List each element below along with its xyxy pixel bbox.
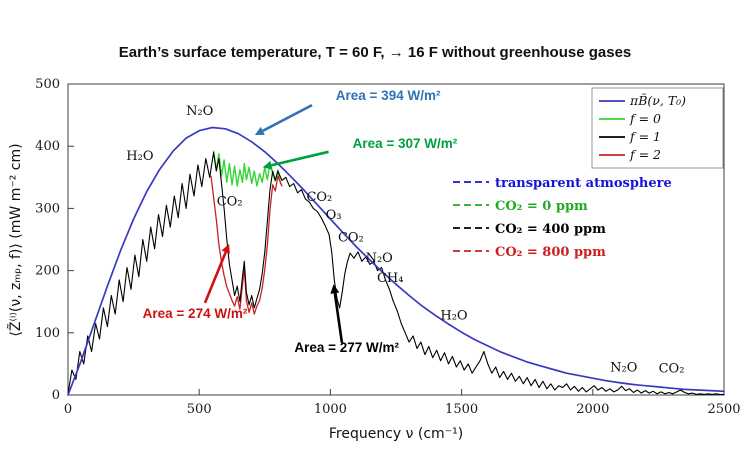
atmosphere-legend-item-co2-400: CO₂ = 400 ppm [453, 222, 606, 237]
atmosphere-legend-label-co2-400: CO₂ = 400 ppm [495, 222, 606, 237]
legend-item-f2: f = 2 [599, 147, 661, 162]
annotation-area-co2-400ppm: Area = 277 W/m² [294, 340, 399, 355]
x-tick-label: 1000 [314, 402, 347, 417]
atmosphere-legend-label-co2-800: CO₂ = 800 ppm [495, 245, 606, 260]
x-tick-label: 1500 [445, 402, 478, 417]
legend-item-f0: f = 0 [599, 111, 661, 126]
atmosphere-legend-label-co2-0: CO₂ = 0 ppm [495, 199, 588, 214]
annotation-arrowhead-area-transparent [254, 126, 265, 136]
legend-label-f2: f = 2 [629, 147, 661, 162]
annotation-arrowhead-area-co2-400ppm [330, 284, 340, 294]
legend-item-planck: πB̃(ν, T₀) [599, 93, 686, 108]
plot-area: 0 500 1000 1500 2000 2500 0 100 200 300 400 500 Area… [35, 77, 740, 417]
legend-label-f0: f = 0 [629, 111, 661, 126]
annotation-arrow-area-co2-800ppm [203, 251, 227, 304]
y-tick-label: 100 [35, 326, 60, 341]
atmosphere-legend-label-transparent: transparent atmosphere [495, 176, 672, 191]
molecule-label: CO₂ [306, 190, 332, 205]
atmosphere-legend: transparent atmosphere CO₂ = 0 ppm CO₂ =… [453, 176, 672, 260]
molecule-label: CH₄ [377, 271, 404, 286]
molecule-label: N₂O [610, 360, 637, 375]
y-tick-label: 400 [35, 139, 60, 154]
annotation-arrowhead-area-co2-800ppm [221, 243, 230, 254]
x-tick-label: 2500 [707, 402, 740, 417]
legend-item-f1: f = 1 [599, 129, 661, 144]
atmosphere-legend-item-co2-800: CO₂ = 800 ppm [453, 245, 606, 260]
y-tick-label: 300 [35, 201, 60, 216]
x-tick-label: 0 [64, 402, 72, 417]
y-tick-label: 200 [35, 264, 60, 279]
legend-label-f1: f = 1 [629, 129, 661, 144]
annotation-arrowhead-area-co2-0ppm [262, 160, 273, 170]
plot-frame [67, 83, 725, 396]
series-f1 [67, 151, 725, 395]
annotation-area-transparent: Area = 394 W/m² [336, 88, 441, 103]
molecule-label: H₂O [440, 309, 467, 324]
molecule-label: CO₂ [338, 230, 364, 245]
x-axis-label: Frequency ν (cm⁻¹) [329, 426, 463, 442]
annotation-area-co2-800ppm: Area = 274 W/m² [143, 306, 248, 321]
molecule-label: O₃ [326, 208, 342, 223]
molecule-label: N₂O [366, 251, 393, 266]
y-axis-label: ⟨Z̃⁽ⁱ⁾(ν, zₘₚ, f)⟩ (mW m⁻² cm) [7, 143, 24, 336]
atmosphere-legend-item-transparent: transparent atmosphere [453, 176, 672, 191]
x-tick-label: 500 [187, 402, 212, 417]
annotation-arrow-area-transparent [262, 103, 313, 132]
atmosphere-legend-item-co2-0: CO₂ = 0 ppm [453, 199, 588, 214]
molecule-label: H₂O [126, 149, 153, 164]
legend-label-planck: πB̃(ν, T₀) [629, 93, 686, 108]
series-planck [67, 126, 725, 396]
annotation-arrow-area-co2-400ppm [333, 293, 344, 343]
y-tick-label: 0 [52, 388, 60, 403]
molecule-label: N₂O [186, 104, 213, 119]
series-f0 [212, 150, 282, 187]
annotation-area-co2-0ppm: Area = 307 W/m² [353, 136, 458, 151]
annotation-arrow-area-co2-0ppm [271, 150, 329, 167]
molecule-label: CO₂ [659, 362, 685, 377]
x-tick-label: 2000 [576, 402, 609, 417]
figure-title: Earth’s surface temperature, T = 60 F, →… [119, 44, 632, 61]
molecule-label: CO₂ [217, 194, 243, 209]
legend-box: πB̃(ν, T₀) f = 0 f = 1 f = 2 [591, 87, 724, 169]
y-tick-label: 500 [35, 77, 60, 92]
